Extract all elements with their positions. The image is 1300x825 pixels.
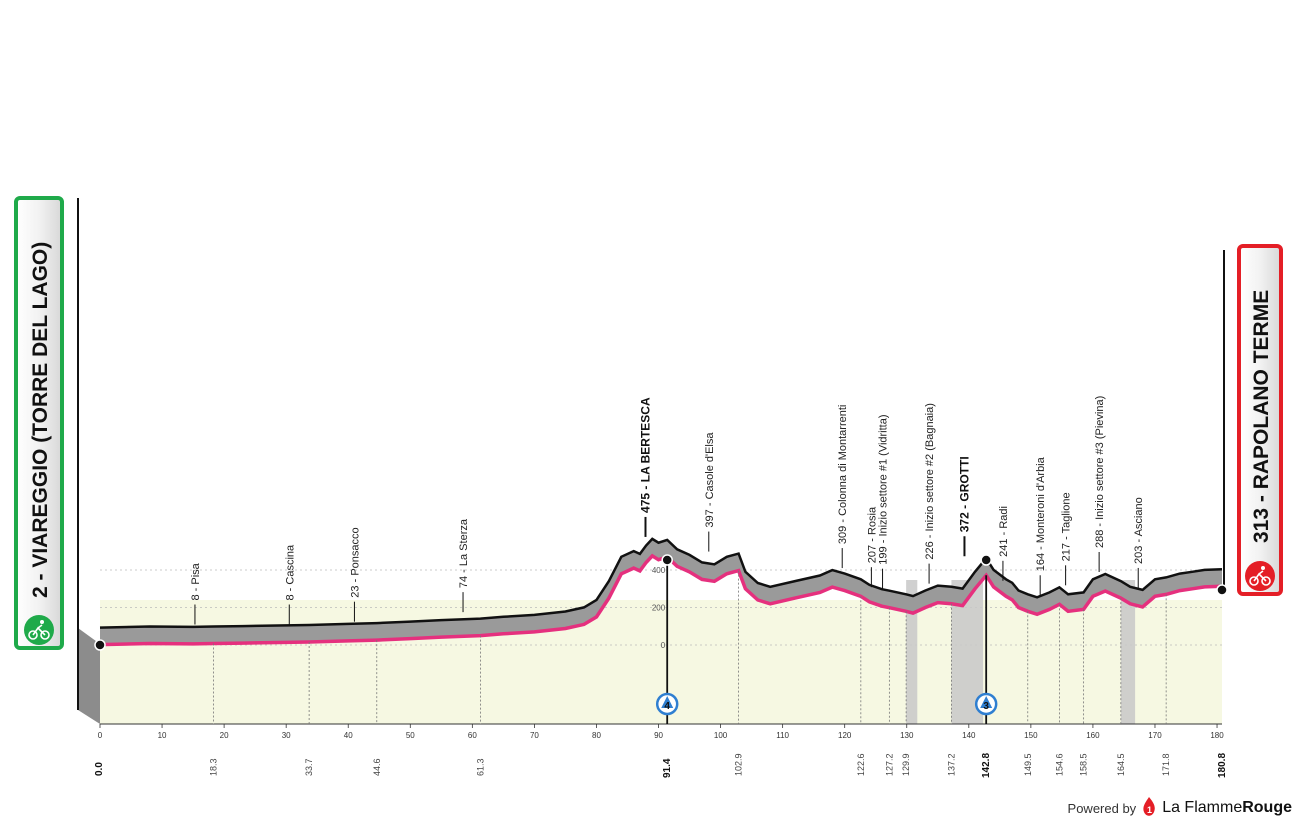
km-markers: 18.3 33.7 44.6 61.3 91.4 102.9 122.6 127.2 129.9… [209, 556, 1171, 778]
x-tick-label: 150 [1024, 731, 1038, 740]
flame-logo-icon: 1 [1143, 797, 1155, 816]
start-location-label: 2 - VIAREGGIO (TORRE DEL LAGO) [29, 242, 52, 598]
start-dot [94, 639, 106, 651]
gravel-sector-band [1120, 580, 1136, 724]
km-marker-label: 33.7 [304, 758, 314, 776]
start-rider-head [40, 620, 44, 624]
x-tick-label: 170 [1148, 731, 1162, 740]
waypoint-label: 164 - Monteroni d'Arbia [1035, 456, 1047, 571]
km-marker-label: 61.3 [475, 758, 485, 776]
x-tick-label: 20 [220, 731, 229, 740]
km-marker-label: 149.5 [1023, 753, 1033, 776]
x-tick-label: 120 [838, 731, 852, 740]
altitude-label: 200 [652, 604, 666, 613]
altitude-label: 0 [661, 641, 666, 650]
x-tick-label: 90 [654, 731, 663, 740]
km-marker-label: 137.2 [946, 753, 956, 776]
climb-summit-dot [980, 554, 992, 566]
finish-bike-glyph [1249, 570, 1271, 586]
km-marker-label: 102.9 [734, 753, 744, 776]
km-marker-label: 158.5 [1079, 753, 1089, 776]
waypoint-label: 226 - Inizio settore #2 (Bagnaia) [924, 403, 936, 560]
start-pillar: 2 - VIAREGGIO (TORRE DEL LAGO) [14, 196, 64, 650]
waypoint-label: 8 - Pisa [190, 562, 202, 600]
waypoint-label: 288 - Inizio settore #3 (Pievina) [1094, 396, 1106, 548]
finish-km-label: 180.8 [1217, 753, 1228, 778]
climb-category-icon [980, 696, 993, 708]
x-tick-label: 70 [530, 731, 539, 740]
x-tick-label: 180 [1210, 731, 1224, 740]
climb-category-icon [661, 696, 674, 708]
finish-pillar-frame [1237, 244, 1283, 596]
brand-name-bold: Rouge [1242, 799, 1292, 816]
waypoint-label: 8 - Cascina [284, 544, 296, 601]
km-marker-label: 154.6 [1054, 753, 1064, 776]
waypoint-label: 203 - Asciano [1133, 497, 1145, 564]
profile-top-surface [100, 538, 1222, 645]
start-km-label: 0.0 [94, 762, 105, 776]
svg-text:1: 1 [1147, 805, 1152, 815]
x-tick-label: 100 [714, 731, 728, 740]
waypoint-markers: 8 - Pisa 8 - Cascina 23 - Ponsacco 74 - La … [190, 396, 1145, 625]
waypoint-label: 199 - Inizio settore #1 (Vidritta) [878, 414, 890, 564]
km-marker-label: 91.4 [662, 758, 673, 778]
finish-dot [1216, 584, 1228, 596]
waypoint-label: 372 - GROTTI [957, 456, 971, 532]
x-axis-ticks: 0 10 20 30 40 50 60 70 80 90 100 110 120 130 140 150 160… [98, 724, 1224, 740]
profile-ridge-line [99, 537, 1223, 629]
climb-summit-dot [661, 554, 673, 566]
brand-name-light: La Flamme [1162, 799, 1243, 816]
x-tick-label: 80 [592, 731, 601, 740]
waypoint-label: 207 - Rosia [866, 506, 878, 563]
waypoint-label: 217 - Taglione [1061, 492, 1073, 561]
x-tick-label: 130 [900, 731, 914, 740]
waypoint-label: 23 - Ponsacco [349, 527, 361, 597]
gravel-sector-band [906, 580, 918, 724]
gravel-route-line [99, 553, 1223, 647]
waypoint-label: 397 - Casole d'Elsa [704, 432, 716, 528]
altitude-label: 400 [652, 566, 666, 575]
km-marker-label: 127.2 [884, 753, 894, 776]
km-marker-label: 164.5 [1116, 753, 1126, 776]
km-marker-label: 171.8 [1161, 753, 1171, 776]
footer-branding: Powered by 1 La FlammeRouge [1068, 797, 1292, 819]
profile-left-wall [78, 628, 100, 724]
waypoint-label: 241 - Radi [998, 506, 1010, 557]
km-marker-label: 44.6 [372, 758, 382, 776]
altitude-labels: 0 200 400 [652, 566, 666, 650]
x-tick-label: 140 [962, 731, 976, 740]
x-tick-label: 10 [158, 731, 167, 740]
x-tick-label: 160 [1086, 731, 1100, 740]
climb-category-label: 3 [983, 701, 989, 712]
x-tick-label: 110 [776, 731, 789, 740]
powered-by-text: Powered by [1067, 800, 1137, 816]
km-marker-label: 122.6 [856, 753, 866, 776]
x-tick-label: 0 [98, 731, 103, 740]
waypoint-label: 74 - La Sterza [458, 518, 470, 588]
x-tick-label: 40 [344, 731, 353, 740]
km-marker-label: 18.3 [209, 758, 219, 776]
climb-category-label: 4 [664, 701, 670, 712]
finish-location-label: 313 - RAPOLANO TERME [1250, 290, 1273, 543]
brand-name: La FlammeRouge [1162, 799, 1292, 817]
x-tick-label: 30 [282, 731, 291, 740]
km-marker-label: 142.8 [981, 753, 992, 778]
x-tick-label: 50 [406, 731, 415, 740]
waypoint-label: 309 - Colonna di Montarrenti [837, 405, 849, 544]
start-bike-glyph [28, 624, 50, 640]
start-pillar-frame [14, 196, 64, 650]
km-marker-label: 129.9 [901, 753, 911, 776]
finish-pillar: 313 - RAPOLANO TERME [1237, 244, 1283, 596]
finish-rider-head [1261, 566, 1265, 570]
waypoint-label: 475 - LA BERTESCA [638, 397, 652, 513]
x-tick-label: 60 [468, 731, 477, 740]
